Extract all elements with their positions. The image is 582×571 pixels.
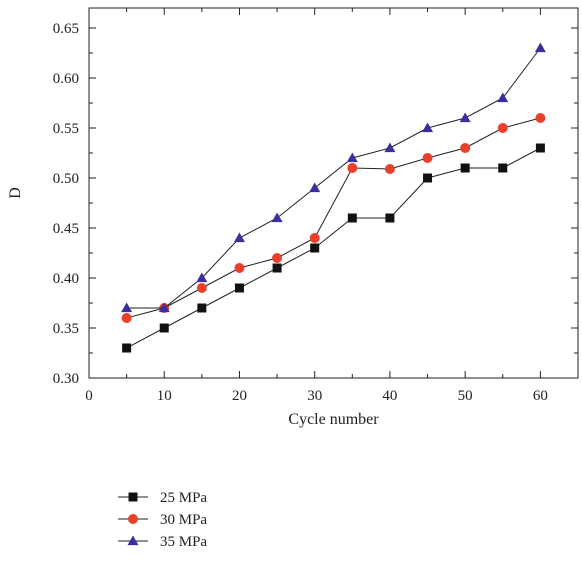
data-point (234, 283, 244, 293)
data-point (196, 283, 207, 293)
data-point (121, 313, 132, 323)
legend-label: 25 MPa (160, 490, 207, 506)
data-point (459, 112, 471, 123)
x-tick-label: 50 (458, 388, 473, 404)
data-point (497, 92, 509, 103)
y-tick-label: 0.40 (53, 271, 79, 287)
y-tick-label: 0.35 (53, 321, 79, 337)
data-point (271, 212, 283, 223)
series-layer (121, 42, 546, 353)
data-point (460, 143, 471, 153)
plot-area (88, 7, 579, 379)
y-tick-label: 0.65 (53, 21, 79, 37)
data-point (497, 123, 508, 133)
legend: 25 MPa 30 MPa 35 MPa (118, 490, 207, 550)
series-square (122, 143, 545, 353)
data-point (122, 343, 132, 353)
legend-marker (127, 535, 139, 546)
plot-border (88, 7, 579, 379)
y-axis-title: D (7, 187, 24, 199)
data-point (422, 122, 434, 133)
y-tick-label: 0.50 (53, 171, 79, 187)
data-point (346, 152, 358, 163)
data-point (158, 302, 170, 313)
data-point (534, 42, 546, 53)
data-point (196, 272, 208, 283)
series-line (126, 117, 541, 319)
data-point (347, 213, 357, 223)
data-point (385, 213, 395, 223)
series-line (126, 147, 541, 349)
data-point (309, 182, 321, 193)
data-point (309, 233, 320, 243)
x-tick-label: 0 (85, 388, 93, 404)
data-point (535, 143, 545, 153)
legend-marker (128, 514, 138, 524)
x-tick-label: 60 (533, 388, 548, 404)
data-point (384, 164, 395, 174)
data-point (347, 163, 358, 173)
data-point (422, 153, 433, 163)
data-point (234, 263, 245, 273)
x-tick-label: 10 (157, 388, 172, 404)
data-point (197, 303, 207, 313)
x-tick-label: 30 (307, 388, 322, 404)
y-tick-label: 0.45 (53, 221, 79, 237)
legend-item: 30 MPa (118, 512, 207, 528)
y-tick-label: 0.30 (53, 371, 79, 387)
data-point (423, 173, 433, 183)
legend-item: 25 MPa (118, 490, 207, 506)
x-axis: 0 10 20 30 40 50 60 (85, 8, 548, 404)
x-tick-label: 20 (232, 388, 247, 404)
series-line (126, 47, 541, 309)
y-tick-label: 0.60 (53, 71, 79, 87)
data-point (535, 113, 546, 123)
data-point (233, 232, 245, 243)
data-point (460, 163, 470, 173)
x-tick-label: 40 (382, 388, 397, 404)
legend-label: 35 MPa (160, 534, 207, 550)
legend-label: 30 MPa (160, 512, 207, 528)
x-axis-title: Cycle number (288, 411, 379, 428)
legend-marker (128, 492, 138, 502)
data-point (272, 263, 282, 273)
data-point (498, 163, 508, 173)
legend-item: 35 MPa (118, 534, 207, 550)
y-axis: 0.30 0.35 0.40 0.45 0.50 0.55 0.60 0.65 (53, 21, 578, 387)
data-point (121, 302, 133, 313)
series-triangle (121, 42, 546, 313)
data-point (272, 253, 283, 263)
data-point (384, 142, 396, 153)
data-point (159, 323, 169, 333)
data-point (310, 243, 320, 253)
y-tick-label: 0.55 (53, 121, 79, 137)
